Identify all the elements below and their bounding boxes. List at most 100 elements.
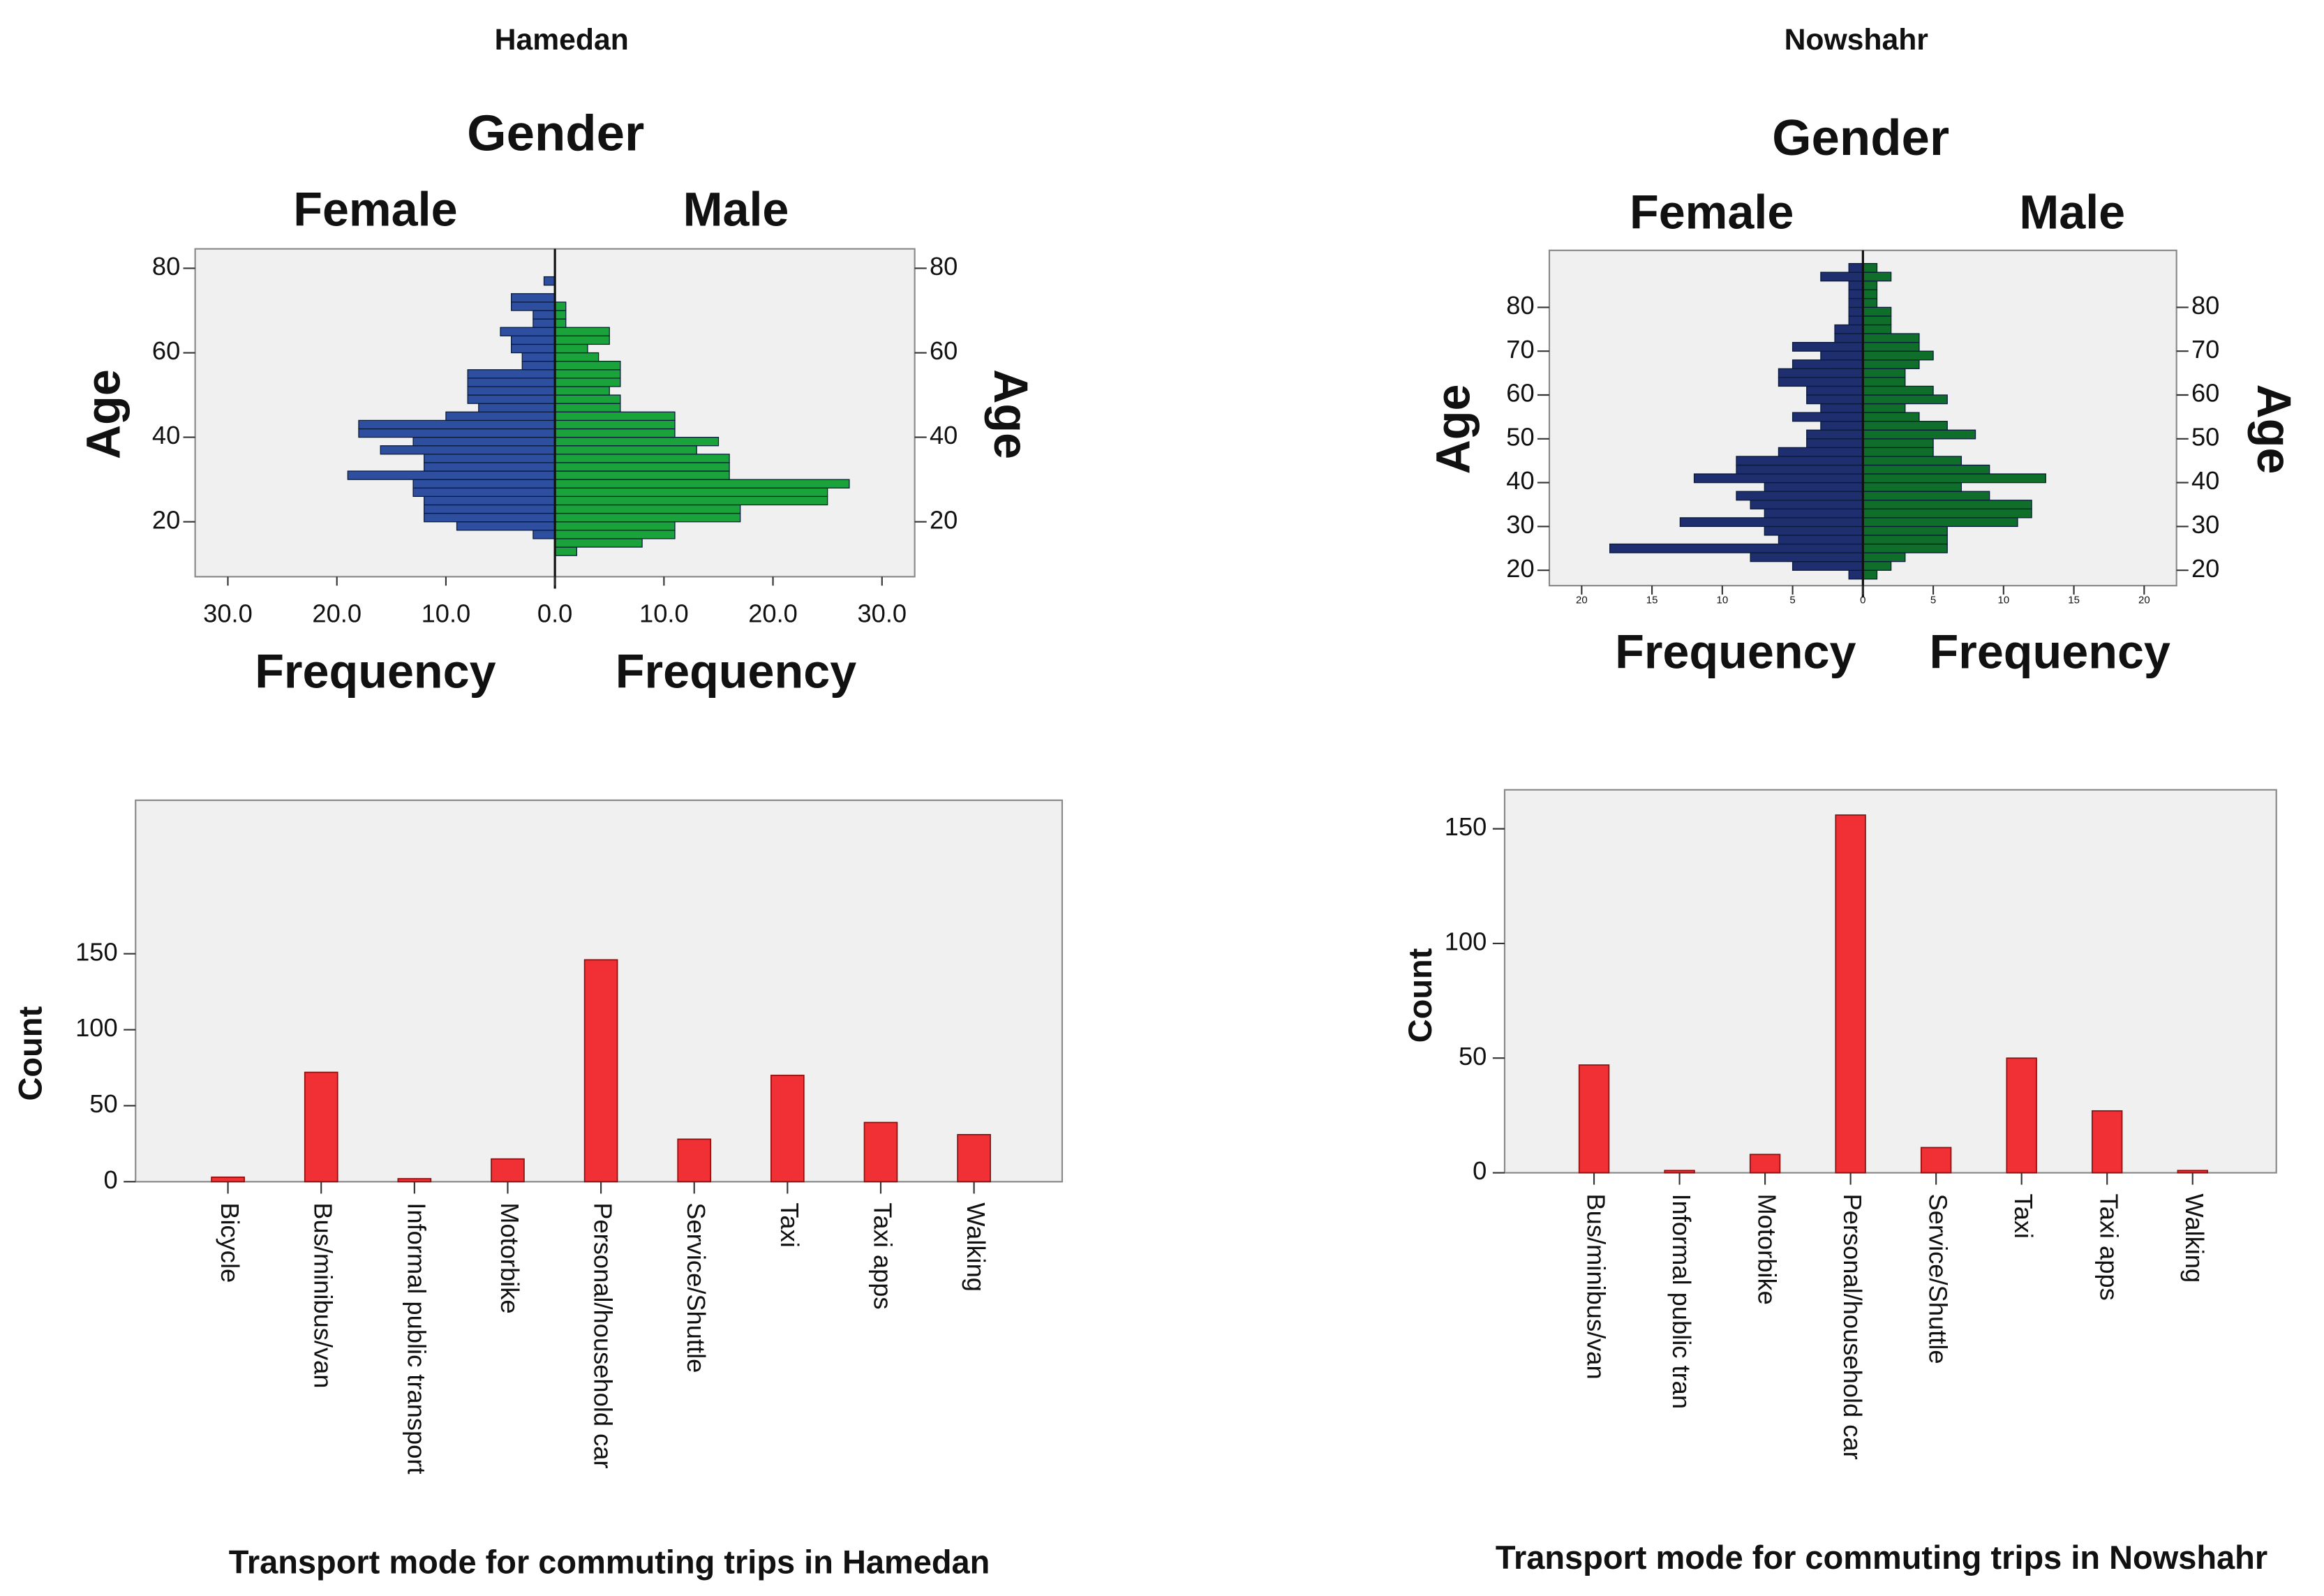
bar bbox=[1848, 306, 1863, 317]
bar bbox=[1848, 262, 1863, 273]
bar bbox=[1862, 569, 1878, 580]
bar bbox=[554, 378, 621, 387]
bar bbox=[1862, 403, 1906, 413]
x-tick-label: Motorbike bbox=[1753, 1193, 1782, 1304]
bar bbox=[1862, 447, 1934, 457]
x-tick-label: 10 bbox=[1717, 595, 1729, 606]
plot-area bbox=[1503, 789, 2277, 1174]
legend-label: Female bbox=[293, 183, 457, 236]
bar bbox=[554, 394, 621, 404]
bar bbox=[2092, 1110, 2123, 1174]
x-tick-label: Bicycle bbox=[216, 1202, 244, 1283]
y-tick-label: 150 bbox=[75, 937, 118, 966]
bar bbox=[467, 394, 556, 404]
bar bbox=[1820, 421, 1863, 431]
x-tick-label: 0.0 bbox=[537, 599, 572, 628]
bar bbox=[1862, 350, 1934, 361]
bar bbox=[532, 318, 556, 328]
bar bbox=[1862, 281, 1878, 290]
bar bbox=[554, 436, 720, 447]
x-tick-label: Walking bbox=[2180, 1193, 2209, 1283]
x-tick-label: Personal/household car bbox=[1838, 1193, 1867, 1459]
bar bbox=[478, 403, 556, 412]
bar bbox=[1792, 561, 1863, 571]
bar bbox=[2006, 1057, 2037, 1174]
x-tick-label: 20.0 bbox=[748, 599, 798, 628]
y-tick-label: 60 bbox=[930, 336, 958, 365]
y-tick-label: 80 bbox=[1506, 291, 1534, 320]
bar bbox=[863, 1121, 898, 1183]
bar bbox=[304, 1071, 338, 1183]
y-axis-label: Age bbox=[1427, 384, 1480, 474]
y-tick-label: 30 bbox=[1506, 510, 1534, 539]
y-tick-label: 60 bbox=[1506, 379, 1534, 408]
legend-label: Male bbox=[683, 183, 789, 236]
bar bbox=[424, 462, 556, 472]
legend-label: Male bbox=[2019, 186, 2125, 239]
bar bbox=[1862, 473, 2046, 484]
bar bbox=[1749, 1154, 1781, 1174]
bar bbox=[1862, 543, 1948, 553]
bar bbox=[770, 1075, 805, 1183]
y-tick-label: 100 bbox=[1445, 927, 1487, 956]
bar bbox=[1820, 271, 1863, 282]
bar bbox=[511, 293, 556, 303]
y-tick-label: 20 bbox=[1506, 554, 1534, 583]
bar bbox=[1862, 491, 1990, 501]
bar bbox=[1862, 438, 1934, 449]
x-axis-label: Frequency bbox=[1930, 626, 2170, 679]
bar bbox=[456, 521, 556, 531]
bar bbox=[532, 530, 556, 539]
bar bbox=[380, 445, 556, 455]
bar bbox=[554, 411, 676, 422]
x-tick-label: 20 bbox=[1576, 595, 1588, 606]
y-tick-label: 0 bbox=[1473, 1156, 1487, 1185]
bar bbox=[554, 462, 730, 472]
bar bbox=[554, 403, 621, 412]
bar bbox=[424, 504, 556, 514]
bar bbox=[1862, 306, 1892, 317]
bar bbox=[1862, 517, 2018, 528]
y-axis-label: Age bbox=[984, 369, 1037, 459]
bar bbox=[491, 1158, 525, 1183]
bar bbox=[554, 546, 578, 556]
y-tick-label: 30 bbox=[2191, 510, 2219, 539]
y-tick-label: 40 bbox=[930, 421, 958, 449]
bar bbox=[1862, 508, 2032, 519]
y-tick-label: 60 bbox=[152, 336, 180, 365]
bar bbox=[424, 495, 556, 506]
bar bbox=[1920, 1147, 1952, 1174]
x-tick-label: Taxi apps bbox=[868, 1202, 897, 1309]
y-tick-label: 20 bbox=[2191, 554, 2219, 583]
bar bbox=[957, 1133, 991, 1183]
bar bbox=[2177, 1170, 2208, 1174]
y-tick-label: 80 bbox=[152, 252, 180, 281]
y-tick-label: 80 bbox=[930, 252, 958, 281]
y-tick-label: 70 bbox=[1506, 335, 1534, 364]
x-tick-label: 20 bbox=[2138, 595, 2150, 606]
bar bbox=[554, 428, 676, 438]
bar bbox=[521, 361, 556, 371]
x-tick-label: 30.0 bbox=[857, 599, 907, 628]
x-tick-label: Walking bbox=[962, 1202, 990, 1292]
y-tick-label: 20 bbox=[152, 505, 180, 534]
bar bbox=[511, 343, 556, 354]
bar bbox=[554, 386, 610, 396]
bar bbox=[347, 470, 556, 480]
x-tick-label: 20.0 bbox=[312, 599, 362, 628]
bar bbox=[1778, 377, 1863, 387]
bar bbox=[521, 352, 556, 362]
x-tick-label: 10.0 bbox=[639, 599, 689, 628]
x-axis-label: Frequency bbox=[616, 645, 856, 698]
bar bbox=[1736, 491, 1863, 501]
bar bbox=[554, 470, 730, 480]
bar bbox=[554, 361, 621, 371]
bar bbox=[1806, 394, 1863, 405]
x-tick-label: 0 bbox=[1860, 595, 1865, 606]
bar bbox=[1848, 281, 1863, 290]
bar bbox=[1806, 429, 1863, 440]
y-tick-label: 0 bbox=[103, 1165, 117, 1194]
bar bbox=[554, 530, 676, 539]
bar bbox=[1792, 359, 1863, 369]
